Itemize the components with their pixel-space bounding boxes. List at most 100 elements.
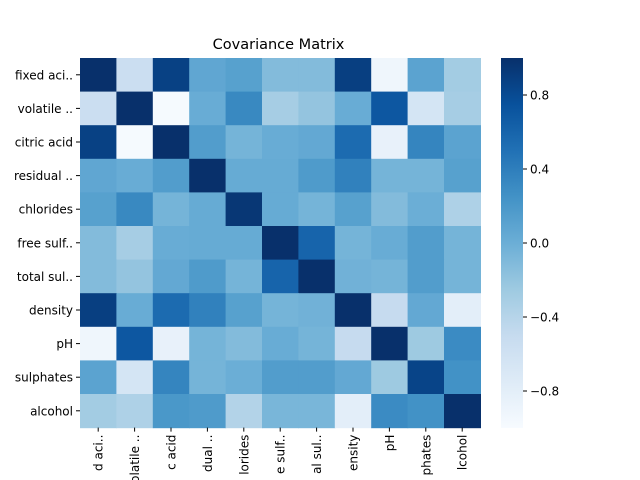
heatmap-cell (444, 360, 481, 395)
heatmap-cell (298, 226, 336, 261)
heatmap-cells (80, 58, 481, 429)
heatmap-cell (334, 226, 372, 261)
column-label: dual .. (201, 435, 215, 472)
heatmap-cell (225, 192, 263, 227)
column-label: al sul.. (310, 435, 324, 474)
colorbar (501, 58, 523, 428)
row-label: density (29, 304, 73, 318)
heatmap-cell (262, 192, 299, 227)
heatmap-cell (80, 326, 117, 361)
colorbar-tick-label: 0.0 (530, 237, 549, 251)
heatmap-cell (371, 360, 409, 395)
row-label: total sul.. (17, 270, 73, 284)
heatmap-cell (407, 293, 445, 328)
heatmap-cell (225, 326, 263, 361)
colorbar-tick-label: 0.8 (530, 89, 549, 103)
column-label: olatile .. (128, 435, 142, 480)
heatmap-cell (80, 58, 117, 93)
heatmap-cell (444, 158, 481, 193)
column-label: e sulf.. (274, 435, 288, 474)
heatmap-cell (152, 125, 190, 160)
heatmap-cell (407, 58, 445, 93)
heatmap-cell (407, 192, 445, 227)
heatmap-cell (189, 326, 227, 361)
heatmap-cell (298, 293, 336, 328)
column-label: pH (383, 435, 397, 452)
heatmap-cell (116, 259, 154, 294)
heatmap-cell (152, 91, 190, 126)
heatmap-cell (298, 360, 336, 395)
heatmap-cell (444, 226, 481, 261)
colorbar-tick-label: −0.4 (530, 311, 559, 325)
heatmap-cell (152, 293, 190, 328)
heatmap-cell (298, 58, 336, 93)
heatmap-cell (371, 192, 409, 227)
heatmap-cell (298, 158, 336, 193)
heatmap-cell (262, 58, 299, 93)
heatmap-cell (262, 394, 299, 429)
heatmap-cell (152, 259, 190, 294)
heatmap-cell (407, 360, 445, 395)
heatmap-cell (371, 326, 409, 361)
heatmap-cell (407, 326, 445, 361)
heatmap-cell (116, 192, 154, 227)
heatmap-cell (444, 394, 481, 429)
heatmap-cell (407, 226, 445, 261)
row-label: pH (56, 337, 73, 351)
row-labels: fixed aci.. volatile .. citric acid residua… (14, 68, 80, 418)
heatmap-cell (298, 192, 336, 227)
heatmap-cell (334, 125, 372, 160)
heatmap-cell (444, 91, 481, 126)
heatmap-cell (225, 394, 263, 429)
heatmap-cell (334, 259, 372, 294)
heatmap-cell (262, 158, 299, 193)
heatmap-cell (262, 125, 299, 160)
column-label: phates (419, 435, 433, 476)
heatmap-cell (444, 293, 481, 328)
heatmap-cell (444, 125, 481, 160)
heatmap-cell (116, 326, 154, 361)
column-label: c acid (165, 435, 179, 470)
colorbar-tick-label: 0.4 (530, 163, 549, 177)
heatmap-cell (444, 259, 481, 294)
heatmap-cell (371, 158, 409, 193)
heatmap-cell (407, 125, 445, 160)
chart-title: Covariance Matrix (213, 37, 345, 53)
heatmap-cell (189, 58, 227, 93)
heatmap-cell (298, 394, 336, 429)
heatmap-cell (298, 91, 336, 126)
heatmap-cell (262, 293, 299, 328)
heatmap-cell (225, 259, 263, 294)
heatmap-cell (80, 293, 117, 328)
heatmap-cell (116, 158, 154, 193)
column-label: d aci.. (92, 435, 106, 471)
heatmap-cell (334, 360, 372, 395)
heatmap-cell (80, 360, 117, 395)
heatmap-cell (371, 259, 409, 294)
heatmap-cell (80, 192, 117, 227)
heatmap-cell (225, 91, 263, 126)
heatmap-cell (334, 58, 372, 93)
heatmap-cell (225, 158, 263, 193)
heatmap-cell (371, 91, 409, 126)
heatmap-cell (152, 226, 190, 261)
heatmap-cell (262, 259, 299, 294)
heatmap-cell (262, 226, 299, 261)
heatmap-cell (334, 192, 372, 227)
heatmap-cell (225, 360, 263, 395)
heatmap-cell (371, 394, 409, 429)
row-label: alcohol (30, 404, 73, 418)
heatmap-cell (116, 58, 154, 93)
column-label: lorides (237, 435, 251, 475)
row-label: volatile .. (18, 102, 73, 116)
heatmap-cell (80, 259, 117, 294)
heatmap-cell (152, 192, 190, 227)
row-label: sulphates (15, 371, 73, 385)
heatmap-cell (371, 293, 409, 328)
heatmap-cell (298, 125, 336, 160)
heatmap-cell (444, 192, 481, 227)
heatmap-cell (189, 259, 227, 294)
row-label: chlorides (19, 203, 73, 217)
heatmap-cell (152, 360, 190, 395)
row-label: citric acid (15, 136, 73, 150)
